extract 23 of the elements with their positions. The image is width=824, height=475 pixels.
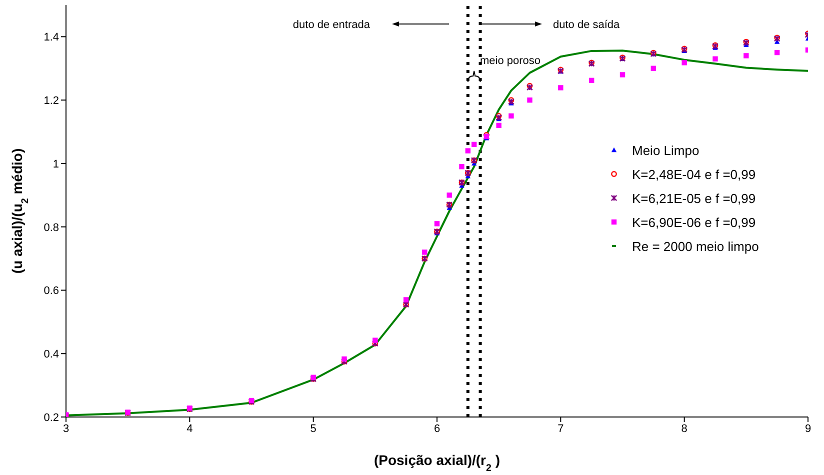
y-tick-label: 1.4 xyxy=(44,32,59,44)
y-tick-label: 0.4 xyxy=(44,348,59,361)
legend-label: Re = 2000 meio limpo xyxy=(632,238,759,254)
y-tick-label: 0.6 xyxy=(44,285,59,298)
x-tick-label: 8 xyxy=(681,422,688,435)
x-axis-title: (Posição axial)/(r$_{2}$) xyxy=(374,452,500,474)
y-tick-label: 0.8 xyxy=(44,222,59,234)
legend-label: K=6,90E-06 e f =0,99 xyxy=(632,214,756,230)
x-tick-label: 6 xyxy=(434,422,440,435)
y-tick-label: 1 xyxy=(52,158,59,170)
annotation: duto de entrada xyxy=(292,19,371,31)
legend-label: K=6,21E-05 e f =0,99 xyxy=(632,190,756,206)
legend-label: Meio Limpo xyxy=(632,142,700,158)
x-tick-label: 7 xyxy=(558,422,564,435)
legend-label: K=2,48E-04 e f =0,99 xyxy=(632,166,756,182)
y-tick-label: 0.2 xyxy=(44,412,59,424)
x-tick-label: 5 xyxy=(310,422,316,435)
x-tick-label: 9 xyxy=(804,422,812,435)
annotation: duto de saída xyxy=(553,19,621,31)
x-tick-label: 3 xyxy=(62,422,70,435)
x-tick-label: 4 xyxy=(186,422,193,435)
annotation: meio poroso xyxy=(480,55,541,67)
y-tick-label: 1.2 xyxy=(44,94,59,107)
